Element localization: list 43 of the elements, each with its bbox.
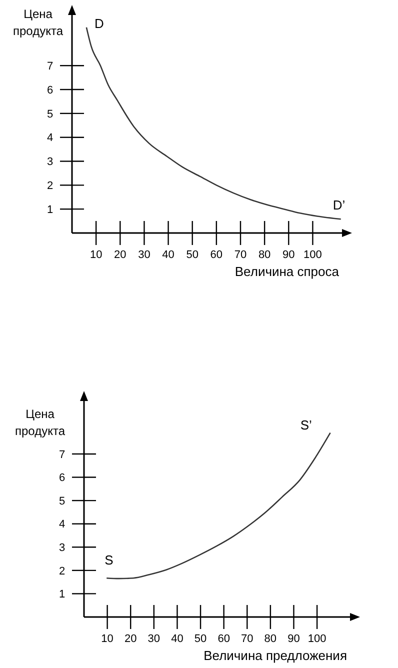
annotation: S xyxy=(104,552,114,568)
x-tick-label: 80 xyxy=(258,249,271,261)
y-axis-title: Цена продукта xyxy=(12,7,64,38)
x-tick-label: 50 xyxy=(186,249,198,261)
x-tick-label: 60 xyxy=(218,633,230,645)
y-tick-label: 6 xyxy=(46,84,54,96)
x-tick-label: 70 xyxy=(241,633,254,645)
x-tick-label: 10 xyxy=(101,633,114,645)
x-tick-label: 30 xyxy=(138,249,150,261)
x-tick-label: 70 xyxy=(234,249,247,261)
x-tick-label: 20 xyxy=(114,249,126,261)
y-tick-label: 3 xyxy=(58,542,66,554)
x-tick-label: 50 xyxy=(194,633,207,645)
y-tick-label: 7 xyxy=(58,448,66,461)
y-tick-label: 5 xyxy=(46,108,54,120)
y-tick-label: 5 xyxy=(58,495,66,508)
y-axis-title: Цена продукта xyxy=(14,407,66,438)
x-tick-label: 100 xyxy=(304,249,322,261)
x-tick-label: 90 xyxy=(288,633,300,645)
y-tick-label: 6 xyxy=(58,472,66,484)
x-axis-title: Величина предложения xyxy=(204,648,347,663)
x-tick-label: 40 xyxy=(171,633,184,645)
x-tick-label: 90 xyxy=(282,249,295,261)
annotation: S’ xyxy=(300,417,312,432)
x-tick-label: 20 xyxy=(124,633,137,645)
y-tick-label: 1 xyxy=(58,588,66,601)
x-tick-label: 60 xyxy=(210,249,223,261)
x-tick-label: 10 xyxy=(90,249,102,261)
x-axis-title: Величина спроса xyxy=(234,264,340,279)
y-tick-label: 2 xyxy=(46,180,54,192)
y-tick-label: 4 xyxy=(46,132,54,144)
y-tick-label: 3 xyxy=(46,156,54,168)
x-tick-label: 40 xyxy=(162,249,174,261)
y-tick-label: 7 xyxy=(46,60,54,72)
line-series xyxy=(106,432,331,580)
x-tick-label: 80 xyxy=(264,633,277,645)
x-tick-label: 30 xyxy=(148,633,160,645)
y-tick-label: 2 xyxy=(58,565,66,578)
y-tick-label: 1 xyxy=(46,204,54,216)
annotation: D xyxy=(94,16,104,31)
annotation: D’ xyxy=(332,198,346,213)
x-tick-label: 100 xyxy=(308,633,326,645)
y-tick-label: 4 xyxy=(58,518,66,531)
